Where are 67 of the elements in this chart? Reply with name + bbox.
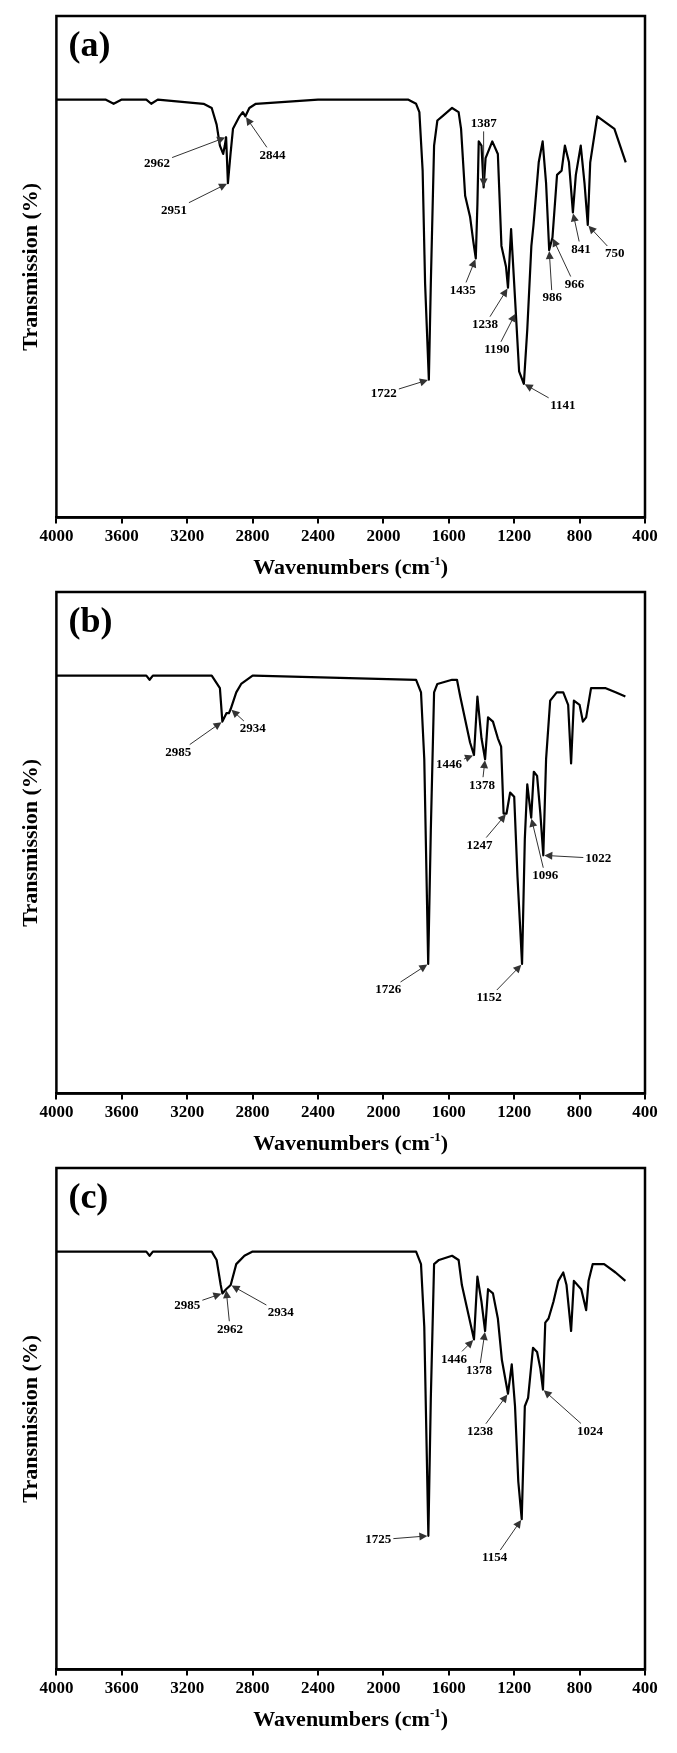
- x-tick-label: 800: [566, 1102, 593, 1122]
- x-tick-label: 800: [566, 526, 593, 546]
- x-tick-label: 2400: [301, 526, 335, 546]
- annotation: 750: [605, 245, 625, 261]
- x-tick-label: 3600: [104, 1678, 139, 1698]
- annotation: 1446: [435, 756, 463, 772]
- chart-title: (a): [68, 24, 111, 64]
- annotation: 2844: [259, 146, 286, 162]
- y-axis-title: Transmission (%): [16, 1334, 42, 1503]
- x-tick-label: 3200: [170, 1102, 205, 1122]
- x-tick-label: 2400: [301, 1678, 335, 1698]
- annotation: 1022: [585, 849, 612, 865]
- annotation: 1435: [449, 281, 477, 297]
- x-tick-label: 2000: [366, 1678, 401, 1698]
- annotation: 1190: [484, 341, 510, 357]
- annotation: 1096: [532, 867, 559, 883]
- annotation: 2985: [174, 1296, 201, 1312]
- x-tick-label: 1200: [497, 1678, 532, 1698]
- x-tick-label: 400: [632, 1102, 658, 1122]
- x-tick-label: 400: [632, 1678, 658, 1698]
- x-tick-label: 1600: [431, 1678, 466, 1698]
- y-axis-title: Transmission (%): [16, 182, 42, 351]
- annotation: 1152: [476, 989, 502, 1005]
- annotation: 1387: [470, 114, 498, 130]
- annotation: 1247: [466, 836, 494, 852]
- x-tick-label: 2000: [366, 526, 401, 546]
- x-tick-label: 4000: [39, 526, 74, 546]
- x-tick-label: 400: [632, 526, 658, 546]
- annotation: 986: [542, 289, 563, 305]
- annotation: 841: [571, 240, 591, 256]
- annotation: 2985: [165, 743, 192, 759]
- annotation: 1238: [471, 316, 499, 332]
- annotation: 1378: [466, 1362, 493, 1378]
- x-tick-label: 1600: [431, 526, 466, 546]
- annotation: 1725: [365, 1531, 392, 1547]
- annotation: 1154: [482, 1549, 508, 1565]
- annotation: 1446: [440, 1350, 468, 1366]
- annotation: 1238: [466, 1423, 494, 1439]
- chart-title: (b): [68, 600, 113, 640]
- x-tick-label: 3600: [104, 526, 139, 546]
- x-tick-label: 2800: [235, 1102, 270, 1122]
- x-tick-label: 3600: [104, 1102, 139, 1122]
- annotation: 2962: [217, 1320, 244, 1336]
- x-tick-label: 1200: [497, 526, 532, 546]
- x-tick-label: 2400: [301, 1102, 335, 1122]
- x-tick-label: 4000: [39, 1678, 74, 1698]
- annotation: 2934: [239, 720, 267, 736]
- x-tick-label: 1600: [431, 1102, 466, 1122]
- annotation: 1378: [469, 776, 496, 792]
- annotation: 2962: [144, 154, 171, 170]
- annotation: 1722: [370, 385, 397, 401]
- x-tick-label: 2800: [235, 1678, 270, 1698]
- x-tick-label: 2000: [366, 1102, 401, 1122]
- x-tick-label: 4000: [39, 1102, 74, 1122]
- y-axis-title: Transmission (%): [16, 758, 42, 927]
- x-tick-label: 3200: [170, 1678, 205, 1698]
- annotation: 2951: [160, 201, 187, 217]
- chart-title: (c): [68, 1176, 109, 1216]
- x-tick-label: 2800: [235, 526, 270, 546]
- x-tick-label: 3200: [170, 526, 205, 546]
- annotation: 966: [564, 275, 585, 291]
- x-tick-label: 800: [566, 1678, 593, 1698]
- annotation: 1141: [550, 397, 576, 413]
- annotation: 2934: [267, 1304, 295, 1320]
- annotation: 1726: [375, 981, 402, 997]
- annotation: 1024: [576, 1422, 604, 1438]
- x-tick-label: 1200: [497, 1102, 532, 1122]
